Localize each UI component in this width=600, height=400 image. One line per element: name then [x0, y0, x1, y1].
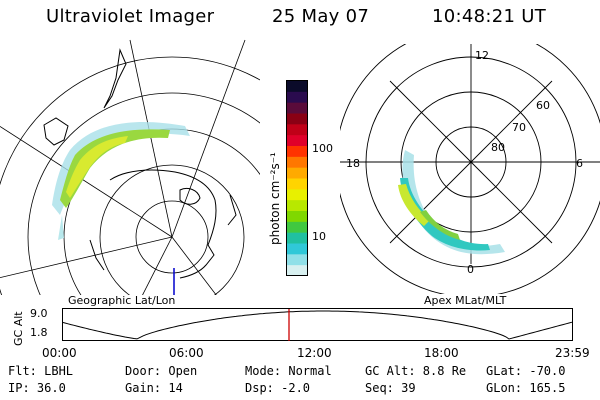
gc-alt-readout: GC Alt: 8.8 Re: [365, 364, 467, 378]
longitude-lines: [0, 39, 246, 295]
colorbar-band: [287, 211, 307, 223]
gain-readout: Gain: 14: [125, 381, 183, 395]
seq-readout: Seq: 39: [365, 381, 416, 395]
timeline-ytick-max: 9.0: [30, 307, 48, 320]
mlat-label-60: 60: [536, 99, 550, 112]
apex-polar-plot: [340, 44, 600, 294]
timeline-xtick-0: 00:00: [42, 346, 77, 360]
instrument-title: Ultraviolet Imager: [46, 6, 215, 27]
coastlines: [43, 48, 237, 279]
mode-readout: Mode: Normal: [245, 364, 332, 378]
timeline-xtick-4: 23:59: [555, 346, 590, 360]
color-scale-bar: [286, 80, 308, 276]
colorbar-band: [287, 254, 307, 266]
timeline-ytick-min: 1.8: [30, 326, 48, 339]
glon-readout: GLon: 165.5: [486, 381, 566, 395]
dsp-readout: Dsp: -2.0: [245, 381, 311, 395]
colorbar-band: [287, 200, 307, 212]
colorbar-band: [287, 81, 307, 93]
colorbar-band: [287, 146, 307, 158]
mlt-label-18: 18: [346, 157, 360, 170]
timeline-xtick-3: 18:00: [424, 346, 459, 360]
aurora-oval-geo: [52, 121, 190, 240]
orbit-timeline: [62, 308, 573, 341]
colorbar-band: [287, 265, 307, 276]
mlt-label-0: 0: [467, 263, 474, 276]
mlat-label-70: 70: [512, 121, 526, 134]
aurora-oval-apex: [398, 150, 505, 255]
ip-readout: IP: 36.0: [8, 381, 66, 395]
colorbar-band: [287, 102, 307, 114]
colorbar-band: [287, 221, 307, 234]
timeline-xtick-2: 12:00: [297, 346, 332, 360]
colorbar-band: [287, 156, 307, 169]
colorbar-band: [287, 135, 307, 147]
colorbar-band: [287, 167, 307, 179]
colorbar-tick-10: 10: [312, 230, 326, 243]
geographic-map: [0, 39, 260, 295]
mlt-label-12: 12: [475, 49, 489, 62]
mlt-label-6: 6: [576, 157, 583, 170]
colorbar-band: [287, 232, 307, 244]
glat-readout: GLat: -70.0: [486, 364, 566, 378]
mlat-label-80: 80: [491, 141, 505, 154]
latitude-circles: [0, 56, 260, 295]
colorbar-band: [287, 113, 307, 125]
colorbar-band: [287, 178, 307, 190]
timeline-axis-title: GC Alt: [12, 311, 25, 346]
colorbar-band: [287, 124, 307, 136]
colorbar-unit-label: photon cm⁻²s⁻¹: [268, 152, 282, 245]
date-label: 25 May 07: [272, 6, 370, 27]
timeline-xtick-1: 06:00: [169, 346, 204, 360]
apex-map-label: Apex MLat/MLT: [424, 294, 507, 307]
colorbar-band: [287, 91, 307, 104]
geo-map-label: Geographic Lat/Lon: [68, 294, 176, 307]
time-label: 10:48:21 UT: [432, 6, 547, 27]
colorbar-tick-100: 100: [312, 142, 333, 155]
door-readout: Door: Open: [125, 364, 198, 378]
colorbar-band: [287, 189, 307, 201]
colorbar-band: [287, 243, 307, 255]
filter-readout: Flt: LBHL: [8, 364, 74, 378]
